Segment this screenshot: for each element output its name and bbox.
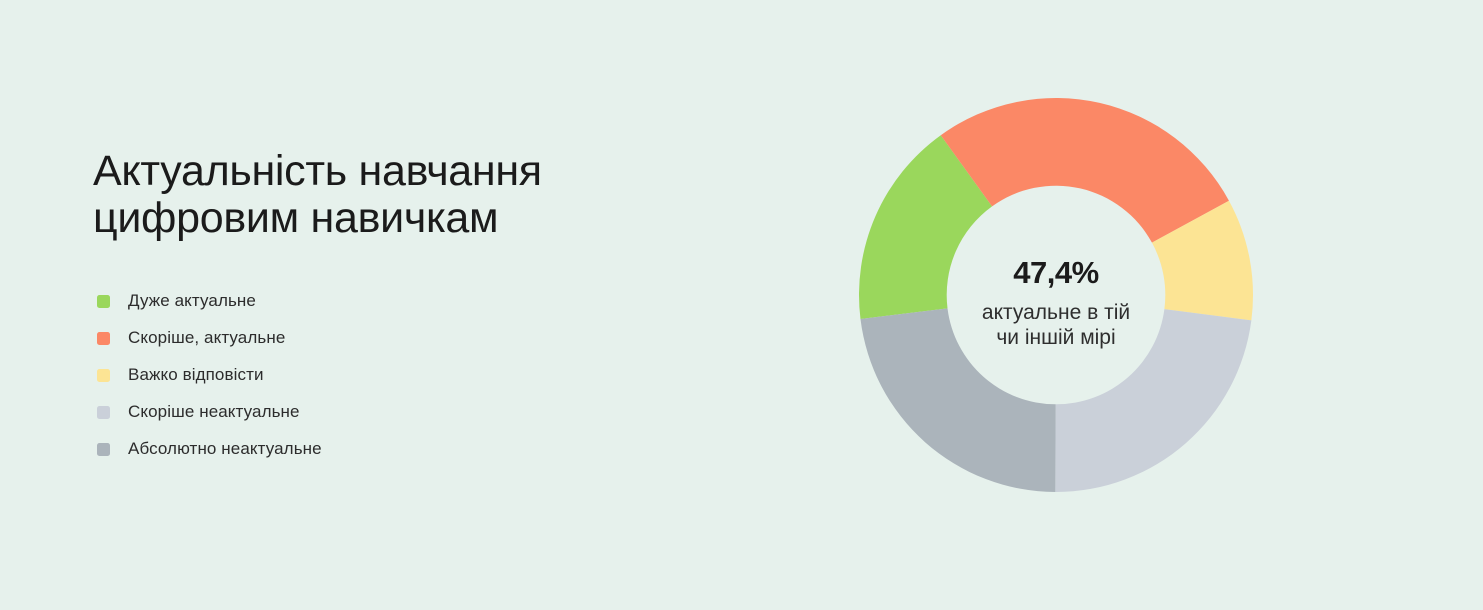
legend-swatch-very-relevant [97,294,110,308]
donut-center-label: 47,4% актуальне в тій чи іншій мірі [856,95,1256,495]
legend-item-hard-to-answer: Важко відповісти [97,365,322,385]
donut-center-caption-line-2: чи іншій мірі [996,325,1116,349]
chart-title-line-1: Актуальність навчання [93,147,542,195]
legend-label: Скоріше, актуальне [128,328,286,347]
legend-swatch-absolutely-irrelevant [97,442,110,456]
donut-segment-0 [859,135,993,320]
donut-chart-svg [859,98,1253,493]
legend-label: Скоріше неактуальне [128,402,300,421]
chart-title: Актуальність навчання цифровим навичкам [93,148,542,242]
donut-segment-2 [1151,200,1253,321]
donut-center-value: 47,4% [1013,254,1099,290]
legend-item-absolutely-irrelevant: Абсолютно неактуальне [97,439,322,459]
chart-title-line-2: цифровим навичкам [93,194,499,242]
legend-swatch-rather-relevant [97,331,110,345]
legend-label: Абсолютно неактуальне [128,439,322,458]
legend-swatch-hard-to-answer [97,368,110,382]
legend-label: Дуже актуальне [128,291,256,310]
donut-center-caption-line-1: актуальне в тій [981,300,1131,324]
donut-segment-3 [1055,309,1252,493]
donut-center-caption: актуальне в тій чи іншій мірі [982,300,1130,350]
legend-item-rather-irrelevant: Скоріше неактуальне [97,402,322,422]
legend-swatch-rather-irrelevant [97,405,110,419]
donut-chart: 47,4% актуальне в тій чи іншій мірі [856,95,1256,495]
legend-label: Важко відповісти [128,365,264,384]
legend-item-rather-relevant: Скоріше, актуальне [97,328,322,348]
legend: Дуже актуальне Скоріше, актуальне Важко … [97,291,322,476]
donut-segment-4 [860,308,1056,492]
legend-item-very-relevant: Дуже актуальне [97,291,322,311]
donut-segment-1 [940,98,1229,243]
